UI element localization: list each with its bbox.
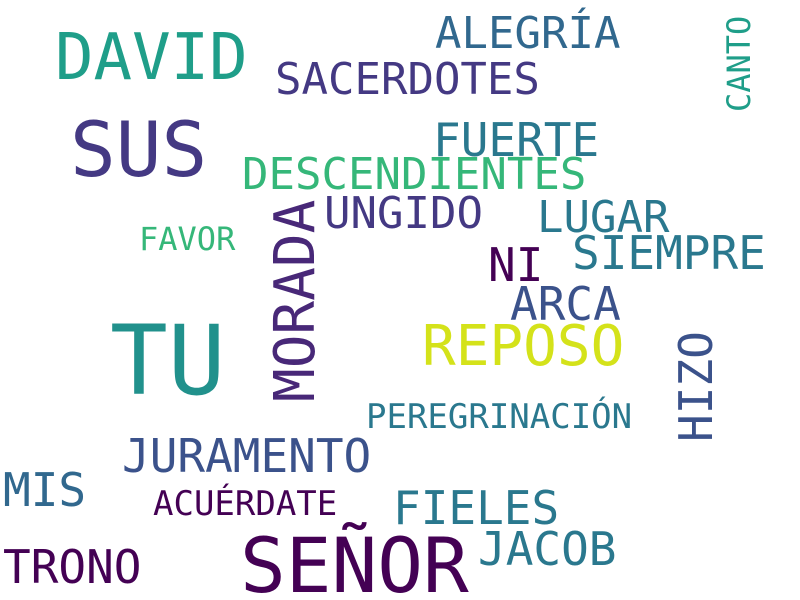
word-alegria: ALEGRÍA — [435, 8, 621, 59]
word-reposo: REPOSO — [422, 314, 625, 379]
word-jacob: JACOB — [478, 522, 617, 576]
word-tu: TU — [110, 305, 226, 417]
word-morada: MORADA — [263, 199, 328, 402]
word-acuerdate: ACUÉRDATE — [153, 484, 338, 524]
word-arca: ARCA — [510, 277, 621, 331]
word-ungido: UNGIDO — [324, 188, 483, 239]
word-juramento: JURAMENTO — [122, 429, 372, 483]
word-peregrinacion: PEREGRINACIÓN — [366, 397, 633, 437]
word-descendientes: DESCENDIENTES — [242, 149, 587, 200]
word-sus: SUS — [70, 105, 208, 194]
word-david: DAVID — [55, 21, 248, 95]
word-mis: MIS — [3, 463, 87, 517]
word-lugar: LUGAR — [537, 192, 670, 243]
word-trono: TRONO — [3, 540, 142, 594]
word-favor: FAVOR — [139, 220, 236, 258]
word-sacerdotes: SACERDOTES — [275, 54, 540, 105]
word-siempre: SIEMPRE — [572, 226, 766, 280]
word-canto: CANTO — [720, 15, 758, 112]
word-fuerte: FUERTE — [433, 113, 600, 167]
word-fieles: FIELES — [393, 481, 560, 535]
word-ni: NI — [488, 238, 544, 292]
word-hizo: HIZO — [669, 331, 723, 442]
word-senor: SEÑOR — [240, 521, 469, 600]
